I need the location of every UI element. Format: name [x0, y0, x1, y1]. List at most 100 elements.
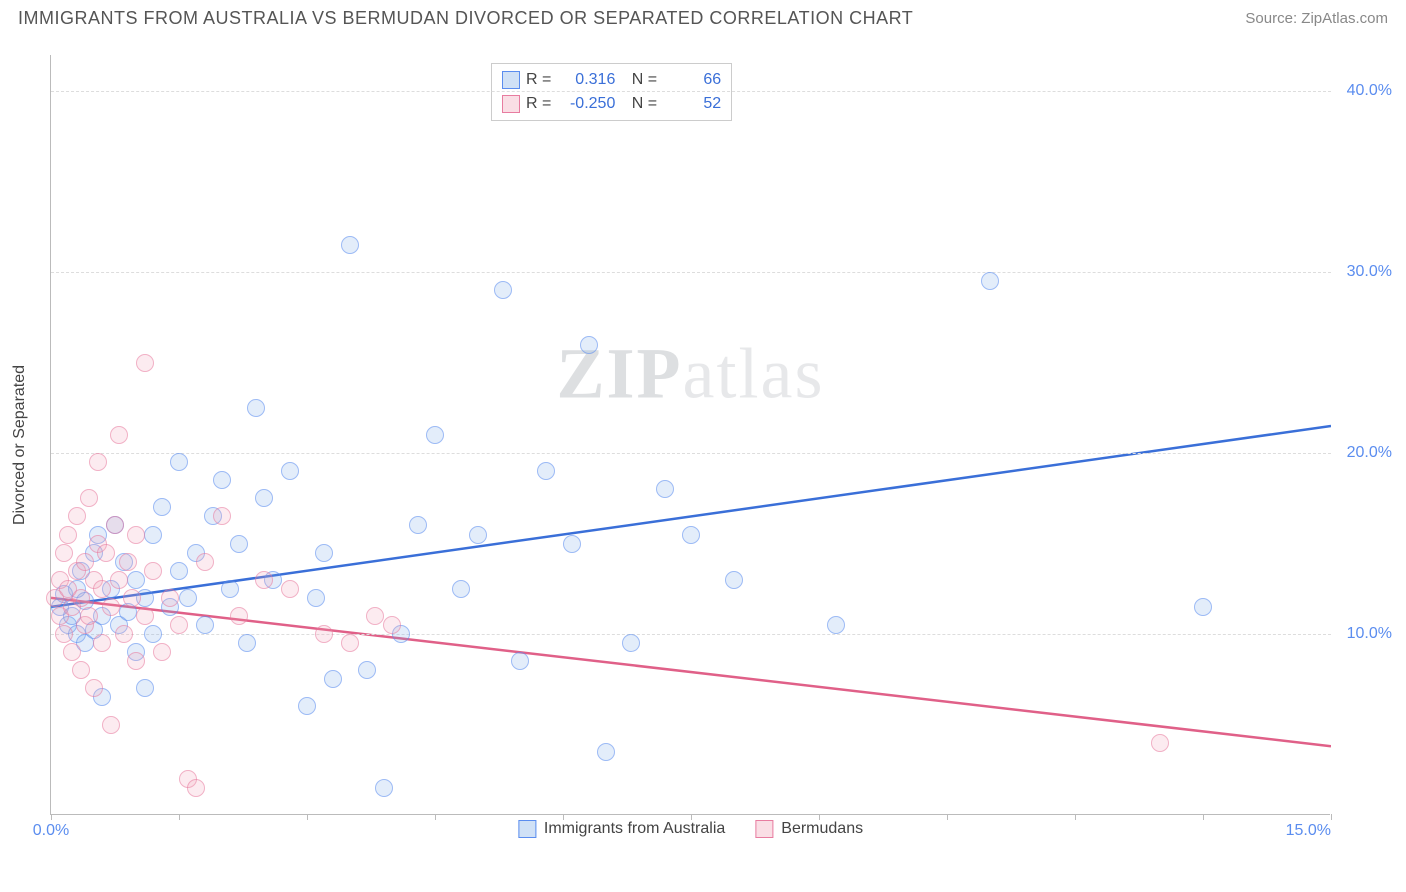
- data-point: [115, 625, 133, 643]
- data-point: [255, 489, 273, 507]
- data-point: [247, 399, 265, 417]
- swatch-pink-icon: [502, 95, 520, 113]
- y-tick-label: 40.0%: [1347, 82, 1392, 100]
- data-point: [196, 616, 214, 634]
- data-point: [563, 535, 581, 553]
- data-point: [170, 562, 188, 580]
- data-point: [144, 625, 162, 643]
- data-point: [55, 544, 73, 562]
- data-point: [89, 453, 107, 471]
- data-point: [1151, 734, 1169, 752]
- data-point: [68, 507, 86, 525]
- data-point: [136, 607, 154, 625]
- data-point: [72, 661, 90, 679]
- legend-row-bermudans: R = -0.250 N = 52: [502, 92, 721, 116]
- data-point: [358, 661, 376, 679]
- data-point: [72, 589, 90, 607]
- data-point: [110, 426, 128, 444]
- gridline: [51, 272, 1331, 273]
- x-tick: [947, 814, 948, 820]
- data-point: [110, 571, 128, 589]
- data-point: [80, 607, 98, 625]
- data-point: [315, 544, 333, 562]
- data-point: [59, 526, 77, 544]
- data-point: [281, 580, 299, 598]
- chart-header: IMMIGRANTS FROM AUSTRALIA VS BERMUDAN DI…: [0, 0, 1406, 37]
- data-point: [93, 580, 111, 598]
- x-tick: [51, 814, 52, 820]
- data-point: [76, 553, 94, 571]
- y-tick-label: 10.0%: [1347, 625, 1392, 643]
- data-point: [725, 571, 743, 589]
- data-point: [213, 471, 231, 489]
- data-point: [102, 716, 120, 734]
- data-point: [213, 507, 231, 525]
- data-point: [238, 634, 256, 652]
- data-point: [161, 589, 179, 607]
- gridline: [51, 453, 1331, 454]
- data-point: [221, 580, 239, 598]
- data-point: [469, 526, 487, 544]
- data-point: [580, 336, 598, 354]
- data-point: [63, 643, 81, 661]
- data-point: [341, 634, 359, 652]
- data-point: [127, 571, 145, 589]
- plot-area: ZIPatlas R = 0.316 N = 66 R = -0.250 N =…: [50, 55, 1330, 815]
- x-tick: [1075, 814, 1076, 820]
- chart-container: Divorced or Separated ZIPatlas R = 0.316…: [50, 55, 1370, 835]
- x-tick: [179, 814, 180, 820]
- data-point: [341, 236, 359, 254]
- data-point: [170, 453, 188, 471]
- data-point: [307, 589, 325, 607]
- source-attribution: Source: ZipAtlas.com: [1245, 10, 1388, 27]
- data-point: [127, 526, 145, 544]
- data-point: [153, 498, 171, 516]
- data-point: [153, 643, 171, 661]
- data-point: [123, 589, 141, 607]
- data-point: [55, 625, 73, 643]
- data-point: [1194, 598, 1212, 616]
- data-point: [315, 625, 333, 643]
- data-point: [230, 535, 248, 553]
- swatch-pink-icon: [755, 820, 773, 838]
- data-point: [119, 553, 137, 571]
- x-tick: [307, 814, 308, 820]
- y-tick-label: 30.0%: [1347, 263, 1392, 281]
- data-point: [136, 354, 154, 372]
- data-point: [597, 743, 615, 761]
- y-axis-label: Divorced or Separated: [11, 365, 29, 525]
- chart-title: IMMIGRANTS FROM AUSTRALIA VS BERMUDAN DI…: [18, 8, 913, 29]
- data-point: [383, 616, 401, 634]
- data-point: [452, 580, 470, 598]
- swatch-blue-icon: [502, 71, 520, 89]
- data-point: [682, 526, 700, 544]
- x-tick: [1331, 814, 1332, 820]
- data-point: [375, 779, 393, 797]
- data-point: [298, 697, 316, 715]
- data-point: [85, 679, 103, 697]
- legend-item-bermudans: Bermudans: [755, 820, 863, 838]
- data-point: [656, 480, 674, 498]
- x-tick-label: 15.0%: [1286, 822, 1331, 840]
- legend-row-australia: R = 0.316 N = 66: [502, 68, 721, 92]
- data-point: [102, 598, 120, 616]
- data-point: [170, 616, 188, 634]
- data-point: [230, 607, 248, 625]
- x-tick: [1203, 814, 1204, 820]
- series-legend: Immigrants from Australia Bermudans: [518, 820, 863, 838]
- x-tick: [435, 814, 436, 820]
- data-point: [187, 779, 205, 797]
- data-point: [324, 670, 342, 688]
- data-point: [179, 589, 197, 607]
- data-point: [409, 516, 427, 534]
- data-point: [426, 426, 444, 444]
- data-point: [80, 489, 98, 507]
- data-point: [537, 462, 555, 480]
- data-point: [494, 281, 512, 299]
- data-point: [827, 616, 845, 634]
- data-point: [127, 652, 145, 670]
- legend-item-australia: Immigrants from Australia: [518, 820, 725, 838]
- x-tick: [819, 814, 820, 820]
- data-point: [144, 526, 162, 544]
- swatch-blue-icon: [518, 820, 536, 838]
